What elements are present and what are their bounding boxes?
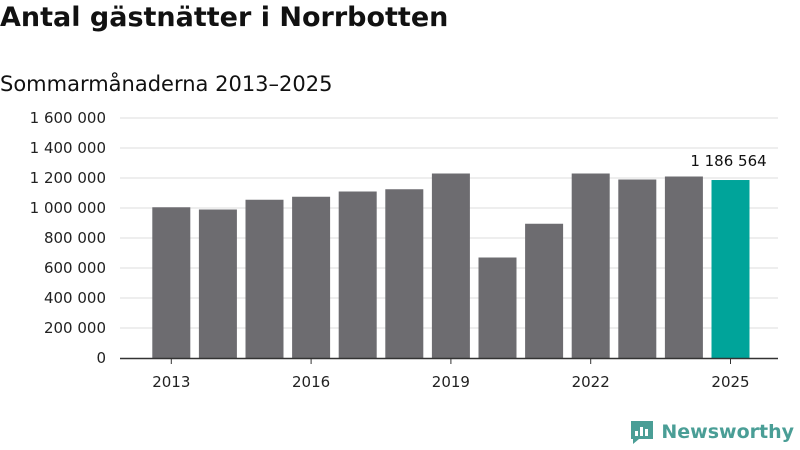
bar-2021 (525, 223, 564, 358)
bar-2017 (338, 191, 377, 358)
chart-title: Antal gästnätter i Norrbotten (0, 2, 449, 33)
bar-2024 (664, 176, 703, 358)
bar-2013 (152, 207, 191, 358)
bar-2020 (478, 257, 517, 358)
x-tick-label: 2025 (711, 373, 749, 391)
brand-logo: Newsworthy (629, 419, 794, 445)
y-tick-label: 400 000 (44, 289, 106, 307)
y-tick-label: 800 000 (44, 229, 106, 247)
bar-2019 (431, 173, 470, 358)
bar-2016 (292, 196, 331, 358)
y-tick-label: 200 000 (44, 319, 106, 337)
data-label: 1 186 564 (690, 152, 766, 170)
x-tick-label: 2022 (572, 373, 610, 391)
y-tick-label: 600 000 (44, 259, 106, 277)
bar-2023 (618, 179, 657, 358)
chart-subtitle: Sommarmånaderna 2013–2025 (0, 72, 333, 96)
newsworthy-chart-icon (631, 421, 654, 444)
y-tick-label: 1 200 000 (30, 169, 106, 187)
x-tick-label: 2019 (432, 373, 470, 391)
bar-2014 (198, 209, 237, 358)
bar-2015 (245, 199, 284, 358)
y-tick-label: 1 600 000 (30, 109, 106, 127)
bar-2022 (571, 173, 610, 358)
bar-chart: 0 200 000 400 000 600 000 800 000 1 000 000 1 … (30, 109, 778, 391)
y-tick-label: 0 (96, 349, 106, 367)
y-tick-label: 1 400 000 (30, 139, 106, 157)
bar-2018 (385, 189, 424, 358)
brand-name: Newsworthy (661, 421, 794, 443)
x-tick-label: 2013 (152, 373, 190, 391)
y-tick-label: 1 000 000 (30, 199, 106, 217)
x-tick-label: 2016 (292, 373, 330, 391)
bar-2025 (711, 180, 750, 358)
